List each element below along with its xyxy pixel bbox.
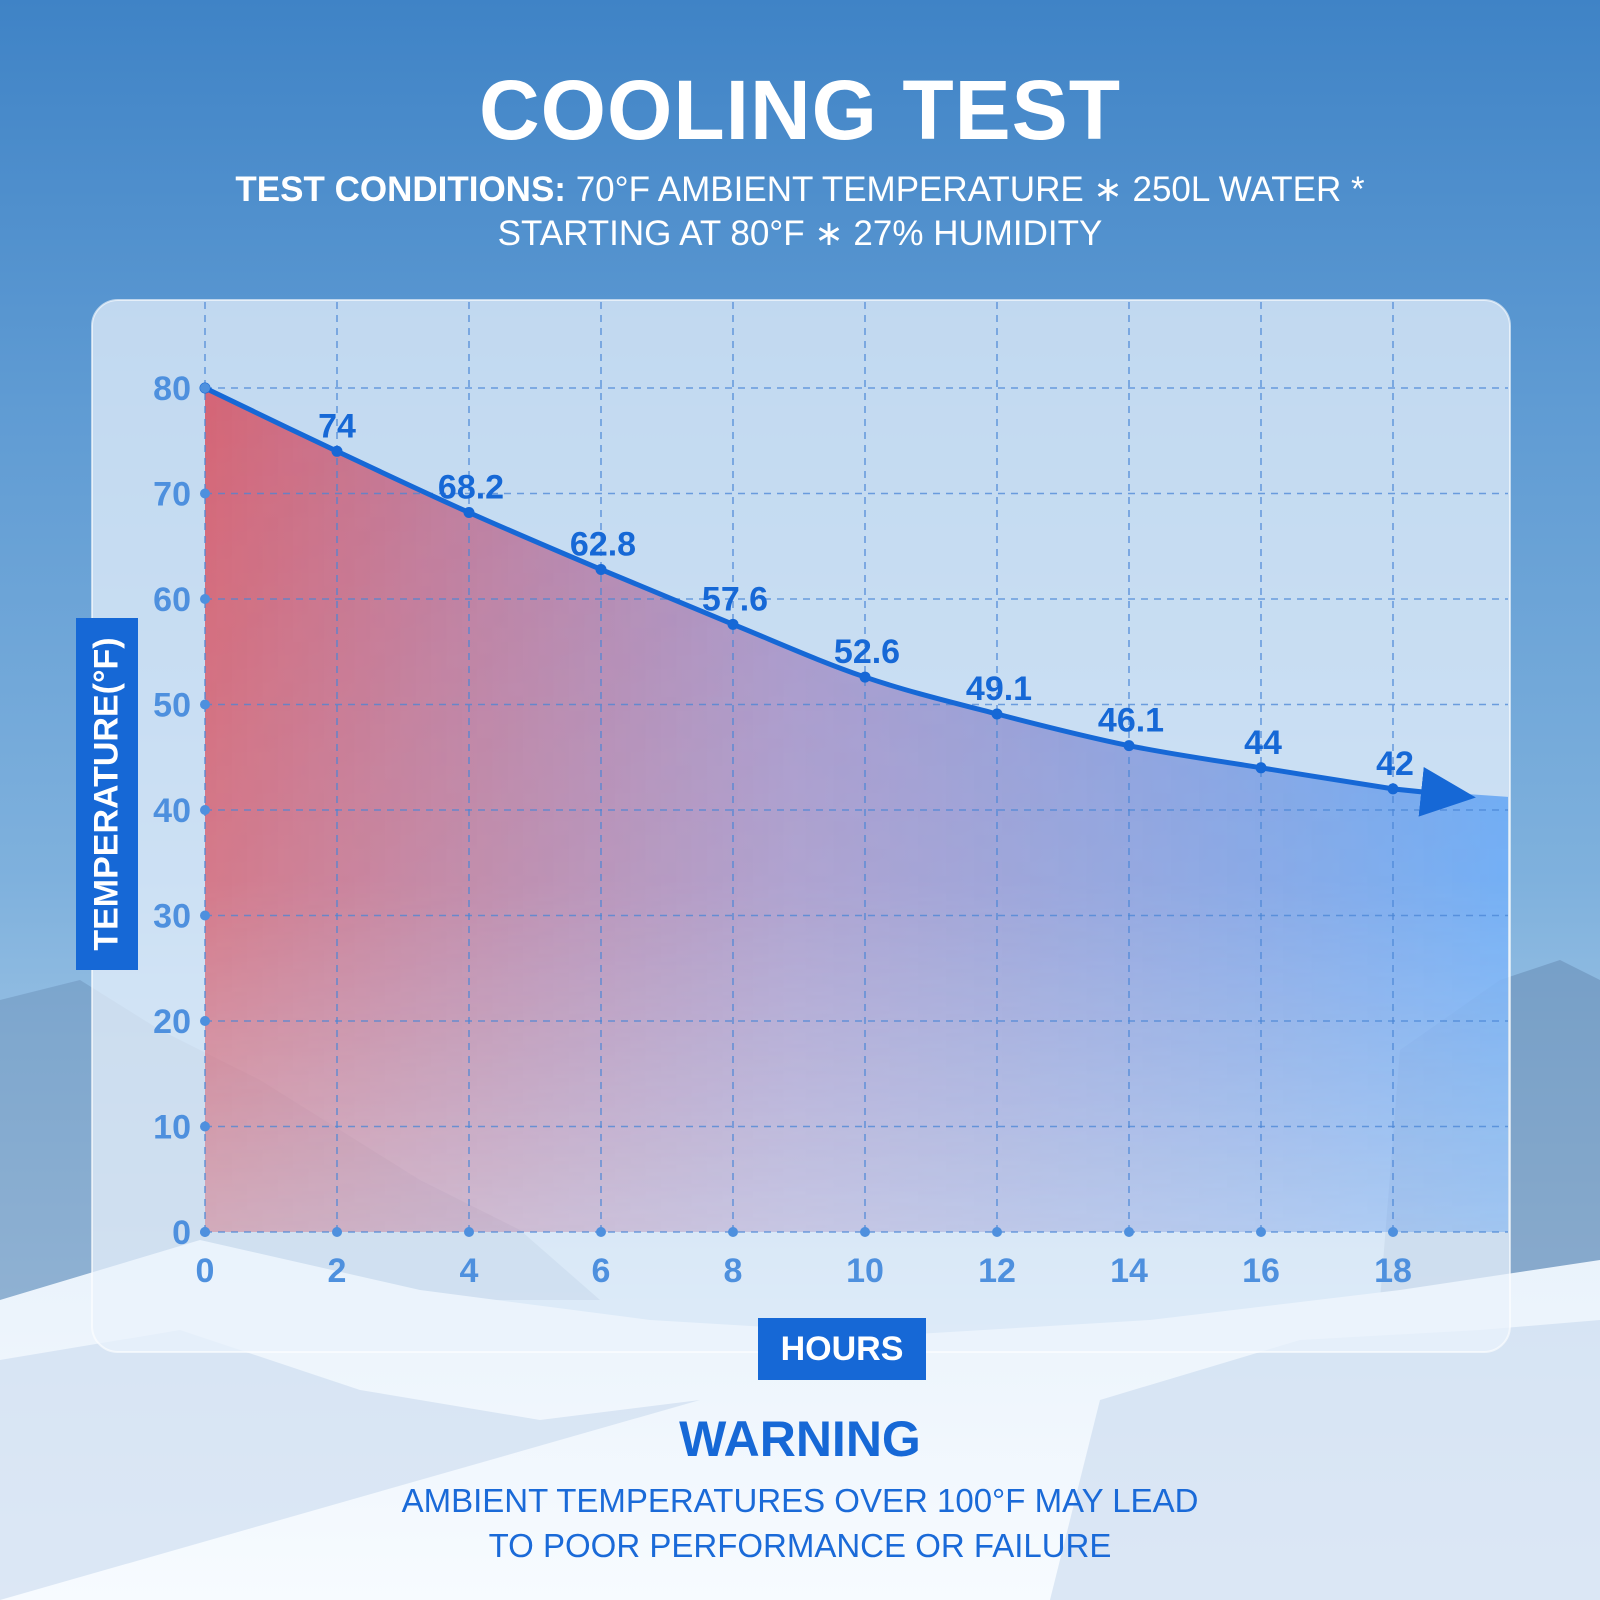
y-tick-label: 50	[153, 687, 191, 725]
data-label: 42	[1376, 745, 1414, 783]
test-conditions-label: TEST CONDITIONS:	[235, 170, 566, 209]
x-tick-label: 2	[328, 1252, 347, 1290]
data-label: 52.6	[834, 633, 900, 671]
y-tick-label: 0	[172, 1214, 191, 1252]
x-tick-label: 14	[1110, 1252, 1148, 1290]
data-point	[727, 618, 739, 630]
y-axis-label: TEMPERATURE(°F)	[87, 637, 126, 951]
data-label: 57.6	[702, 580, 768, 618]
data-label: 74	[318, 407, 356, 445]
warning-text-line-1: AMBIENT TEMPERATURES OVER 100°F MAY LEAD	[401, 1482, 1199, 1519]
x-tick-label: 16	[1242, 1252, 1280, 1290]
x-tick-label: 12	[978, 1252, 1016, 1290]
y-tick-label: 20	[153, 1003, 191, 1041]
y-tick-dot	[200, 594, 210, 604]
x-tick-label: 10	[846, 1252, 884, 1290]
y-tick-dot	[200, 910, 210, 921]
y-tick-dot	[200, 383, 210, 393]
x-tick-label: 8	[724, 1252, 743, 1290]
test-conditions-text-1: 70°F AMBIENT TEMPERATURE ∗ 250L WATER *	[575, 170, 1365, 209]
y-tick-dot	[200, 1016, 210, 1026]
x-tick-label: 6	[592, 1252, 611, 1290]
x-tick-dot	[1256, 1227, 1266, 1237]
x-tick-dot	[332, 1227, 342, 1237]
y-tick-dot	[200, 805, 210, 815]
data-point	[859, 671, 871, 683]
data-point	[463, 506, 475, 518]
y-tick-label: 80	[153, 370, 191, 408]
y-tick-dot	[200, 1121, 210, 1132]
data-label: 68.2	[438, 468, 504, 506]
data-point	[1255, 762, 1267, 774]
data-label: 62.8	[570, 525, 636, 563]
page-title: COOLING TEST	[479, 63, 1121, 157]
data-label: 46.1	[1098, 702, 1164, 740]
data-point	[1387, 783, 1399, 795]
data-label: 49.1	[966, 670, 1032, 708]
test-conditions-line-1: TEST CONDITIONS: 70°F AMBIENT TEMPERATUR…	[0, 170, 1600, 210]
y-tick-label: 70	[153, 476, 191, 514]
y-tick-dot	[200, 699, 210, 710]
y-tick-label: 10	[153, 1109, 191, 1147]
x-tick-label: 4	[460, 1252, 479, 1290]
x-axis-label: HOURS	[758, 1318, 926, 1380]
y-tick-label: 60	[153, 581, 191, 619]
y-tick-label: 30	[153, 898, 191, 936]
temperature-curve-line	[202, 385, 1476, 817]
warning-title: WARNING	[679, 1411, 921, 1467]
x-tick-label: 0	[196, 1252, 215, 1290]
x-tick-dot	[1124, 1227, 1134, 1237]
x-tick-dot	[464, 1227, 474, 1237]
x-tick-dot	[596, 1227, 606, 1237]
x-tick-dot	[728, 1227, 738, 1237]
y-tick-dot	[200, 488, 210, 499]
warning-text-line-2: TO POOR PERFORMANCE OR FAILURE	[488, 1527, 1112, 1564]
x-tick-dot	[992, 1227, 1002, 1237]
data-point	[331, 445, 343, 457]
test-conditions-line-2: STARTING AT 80°F ∗ 27% HUMIDITY	[497, 214, 1103, 253]
data-point	[595, 563, 607, 575]
data-point	[991, 708, 1003, 720]
y-axis-label-box	[76, 618, 138, 970]
x-tick-dot	[1388, 1227, 1398, 1237]
data-label: 44	[1244, 724, 1282, 762]
y-tick-label: 40	[153, 792, 191, 830]
data-point	[1123, 740, 1135, 752]
x-tick-label: 18	[1374, 1252, 1412, 1290]
x-tick-dot	[200, 1227, 210, 1237]
x-tick-dot	[860, 1227, 870, 1237]
